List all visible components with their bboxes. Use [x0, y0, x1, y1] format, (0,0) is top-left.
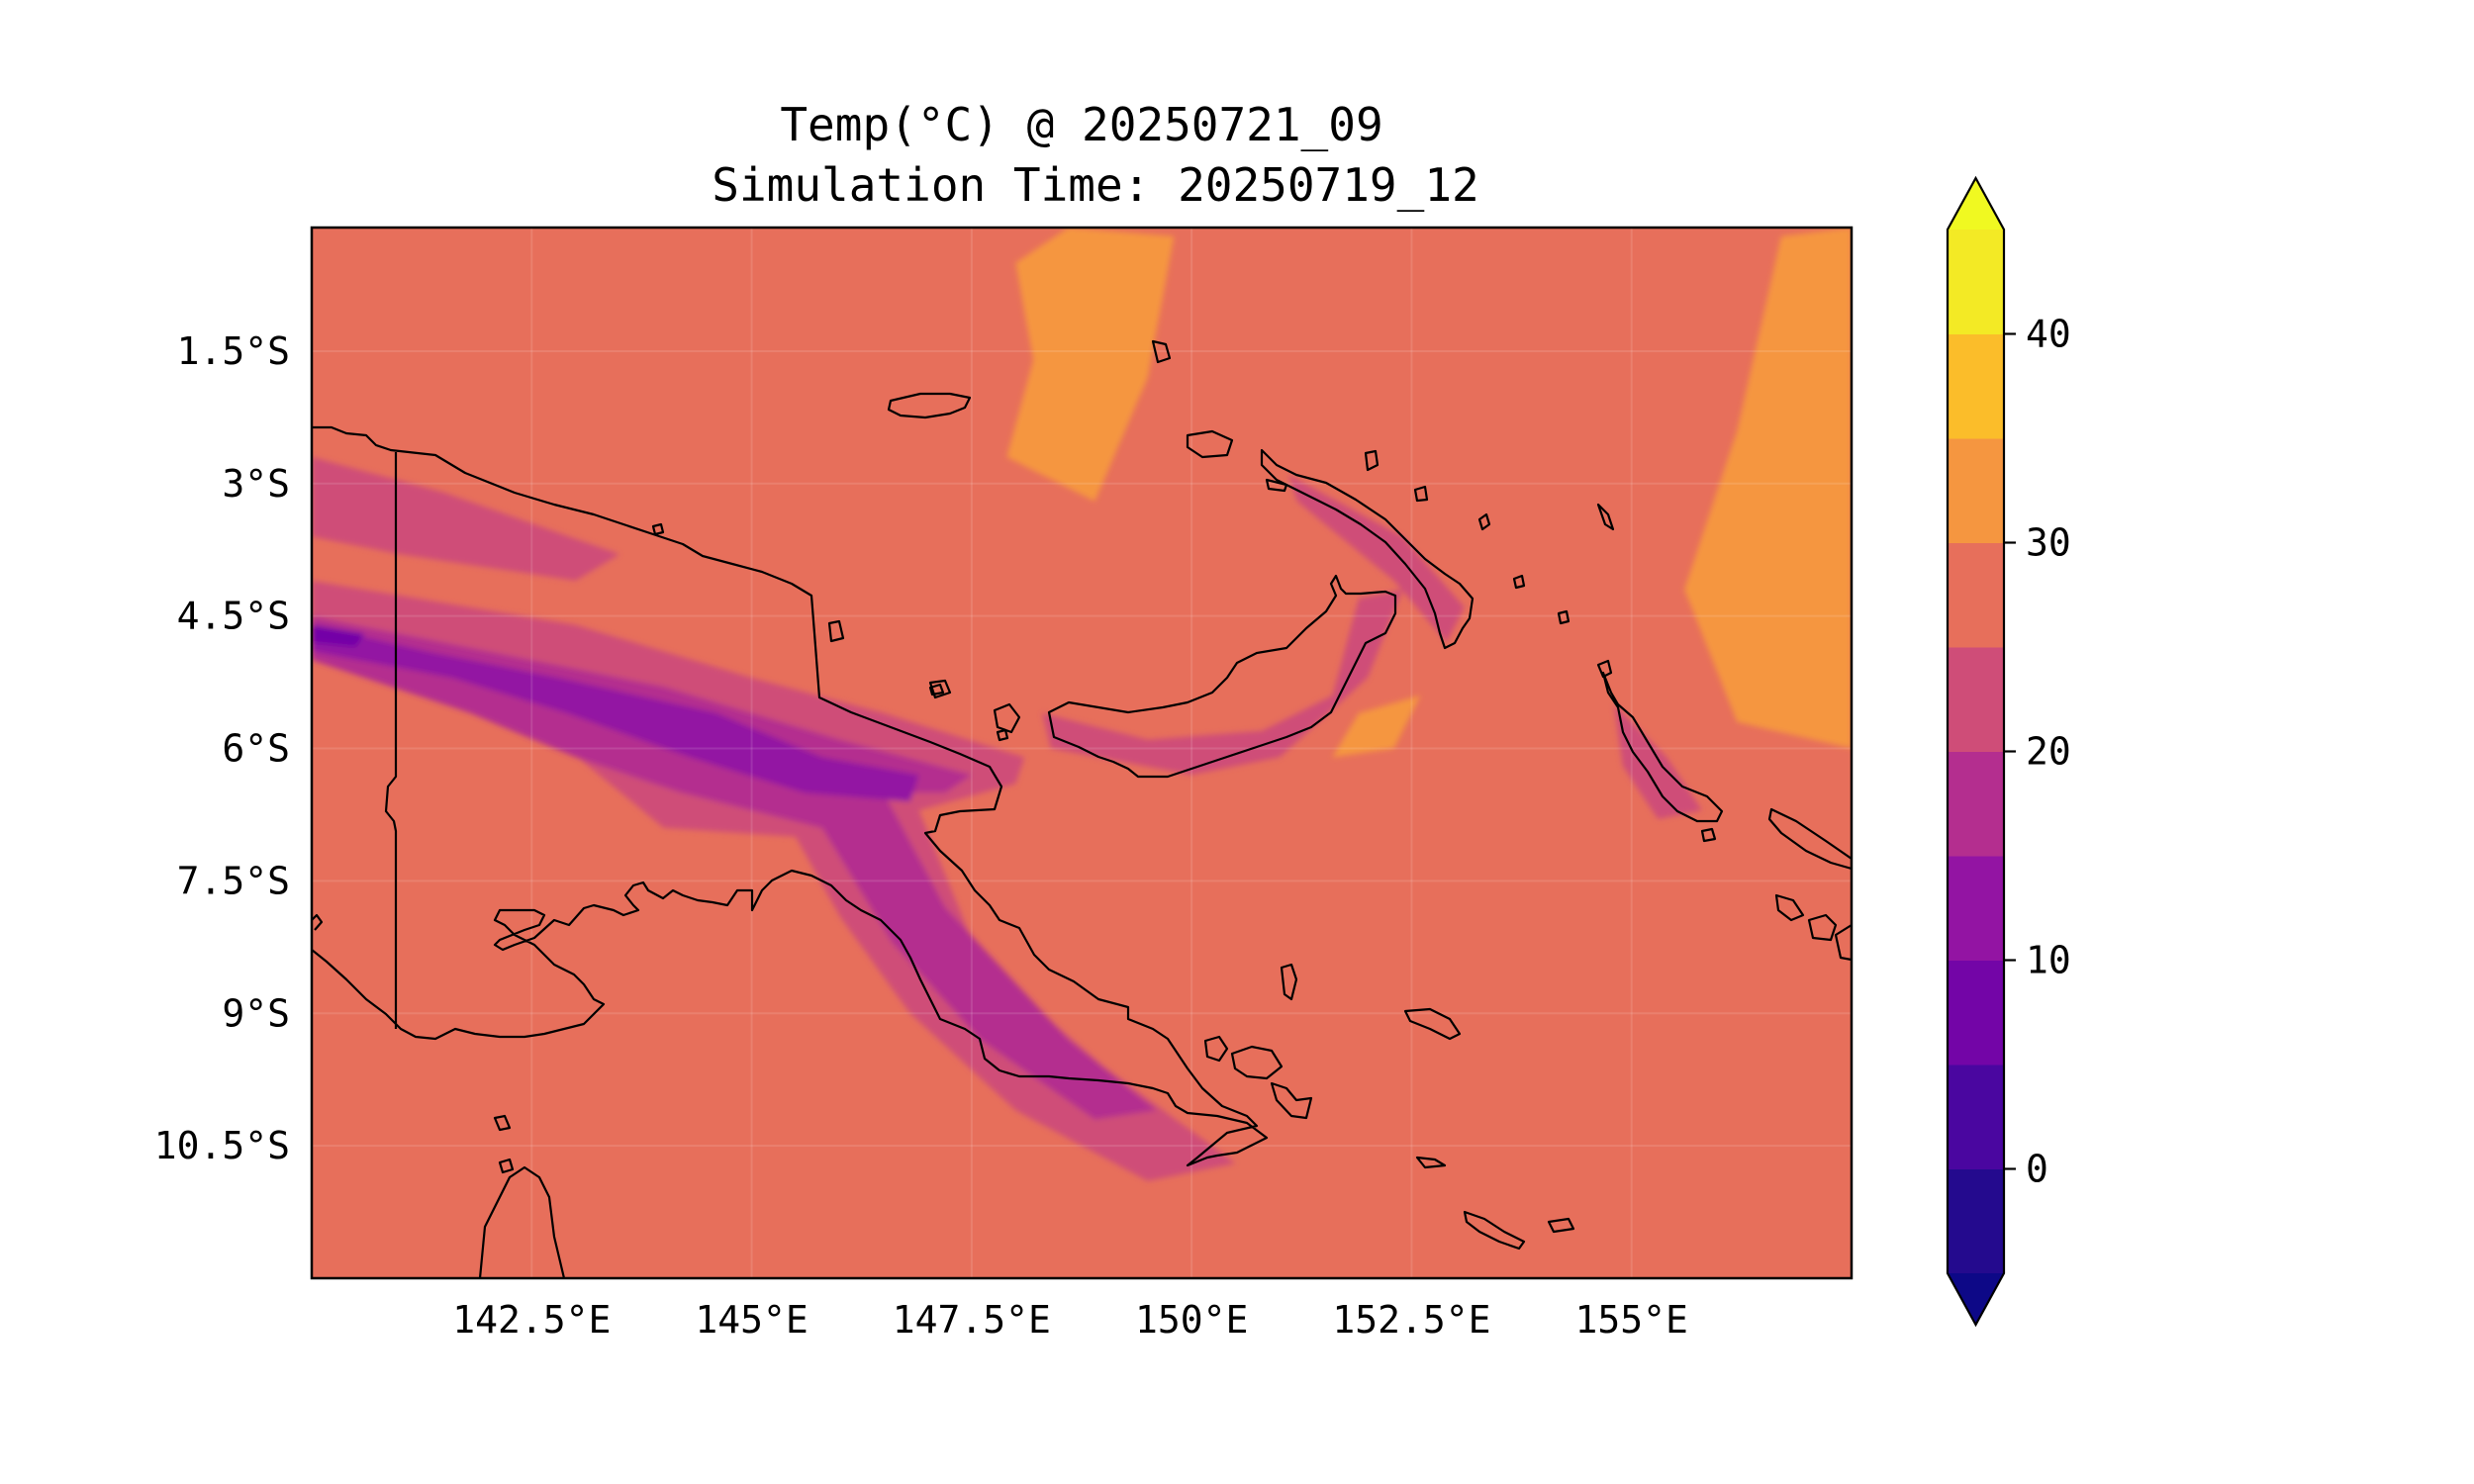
colorbar-segment [1948, 751, 2004, 857]
y-tick-label: 3°S [222, 462, 290, 506]
coastline-wuvulu [1151, 339, 1172, 364]
coastline-siassi [996, 728, 1009, 742]
coastline-emirau [1364, 449, 1380, 472]
y-tick-label: 10.5°S [154, 1124, 290, 1167]
contour-region-30-35-3 [1332, 696, 1421, 758]
y-tick-label: 9°S [222, 991, 290, 1035]
colorbar-segment [1948, 333, 2004, 439]
coastline-new-guinea [312, 425, 1269, 1167]
colorbar-extend-max [1948, 178, 2004, 230]
coastline-shortland [1700, 827, 1717, 843]
contour-region-20-25-5 [312, 457, 620, 581]
colorbar-segment [1948, 542, 2004, 648]
border-png-indonesia [384, 452, 398, 1029]
coastline-new-guinea-west [312, 913, 324, 931]
coastlines [312, 339, 1852, 1278]
colorbar-tick-label: 0 [2026, 1148, 2048, 1191]
colorbar-segment [1948, 647, 2004, 752]
x-tick-label: 150°E [1135, 1298, 1248, 1342]
contour-region-15-20-9 [312, 615, 1157, 1120]
coastline-ontong-java [1596, 503, 1615, 531]
y-tick-label: 6°S [222, 727, 290, 771]
gridlines [312, 228, 1852, 1278]
contour-region-30-35-1 [1006, 228, 1175, 502]
coastline-trobriand [1280, 963, 1298, 1001]
temperature-contours [312, 228, 1852, 1181]
coastline-torres-islands [493, 1114, 515, 1174]
contour-region-20-25-6 [1042, 589, 1403, 776]
coastline-umboi [993, 702, 1021, 734]
coastline-misima [1415, 1156, 1447, 1169]
coastline-mussau [1186, 429, 1234, 459]
coastline-new-ireland [1260, 448, 1475, 650]
coastline-fergusson [1230, 1045, 1284, 1080]
y-tick-label: 4.5°S [177, 595, 290, 638]
map-panel [312, 228, 1852, 1278]
y-tick-label: 1.5°S [177, 329, 290, 373]
y-axis-ticks: 1.5°S 3°S 4.5°S 6°S 7.5°S 9°S 10.5°S [154, 329, 290, 1167]
coastline-goodenough [1203, 1035, 1229, 1063]
coastline-kairiru [651, 522, 665, 536]
colorbar-segment [1948, 960, 2004, 1066]
colorbar-segment [1948, 1065, 2004, 1169]
contour-region-10-15-10 [312, 624, 919, 802]
coastline-rossel [1547, 1217, 1575, 1234]
colorbar-segment [1948, 438, 2004, 543]
contour-region-30-35-2 [1684, 228, 1852, 749]
x-tick-label: 142.5°E [452, 1298, 611, 1342]
x-tick-label: 147.5°E [893, 1298, 1051, 1342]
coastline-new-britain [1047, 574, 1397, 779]
coastline-louisiade [1463, 1210, 1526, 1251]
colorbar-segment [1948, 230, 2004, 334]
contour-region-20-25-8 [1613, 703, 1702, 819]
x-tick-label: 145°E [695, 1298, 808, 1342]
map-frame [310, 226, 1854, 1280]
colorbar-tick-label: 30 [2026, 521, 2071, 565]
x-axis-ticks: 142.5°E 145°E 147.5°E 150°E 152.5°E 155°E [452, 1298, 1688, 1342]
coastline-solomons-east [1834, 923, 1852, 962]
coastline-torres-tip [478, 1165, 566, 1278]
coastline-feni [1512, 574, 1526, 590]
coastline-tabar [1477, 512, 1491, 531]
colorbar: 0 10 20 30 40 [1946, 175, 2071, 1328]
coastline-long-island [928, 679, 952, 699]
colorbar-tick-label: 20 [2026, 730, 2071, 774]
x-tick-label: 155°E [1575, 1298, 1688, 1342]
colorbar-extend-min [1948, 1273, 2004, 1325]
coastline-lihir [1413, 485, 1429, 503]
colorbar-segment [1948, 1168, 2004, 1274]
coastline-bougainville [1601, 671, 1724, 823]
coastline-normanby [1270, 1081, 1313, 1120]
coastline-buka [1596, 659, 1613, 679]
coastline-new-georgia [1774, 893, 1805, 922]
contour-region-20-25-7 [1287, 474, 1465, 643]
title-line-2: Simulation Time: 20250719_12 [712, 158, 1478, 212]
contour-region-5-10-11 [312, 624, 365, 647]
colorbar-segment [1948, 856, 2004, 961]
coastline-nissan [1557, 609, 1570, 625]
coastline-karkar [827, 619, 845, 643]
coastline-bagabag [928, 683, 945, 696]
y-tick-label: 7.5°S [177, 859, 290, 902]
colorbar-tick-label: 10 [2026, 939, 2071, 982]
title-line-1: Temp(°C) @ 20250721_09 [780, 98, 1382, 151]
coastline-choiseul [1767, 807, 1852, 871]
coastline-woodlark [1403, 1007, 1462, 1041]
colorbar-tick-label: 40 [2026, 313, 2071, 356]
colorbar-outline [1946, 175, 2006, 1328]
coastline-manus [887, 392, 972, 419]
coastline-kolombangara [1807, 913, 1838, 942]
x-tick-label: 152.5°E [1332, 1298, 1490, 1342]
coastline-new-hanover [1265, 478, 1288, 493]
